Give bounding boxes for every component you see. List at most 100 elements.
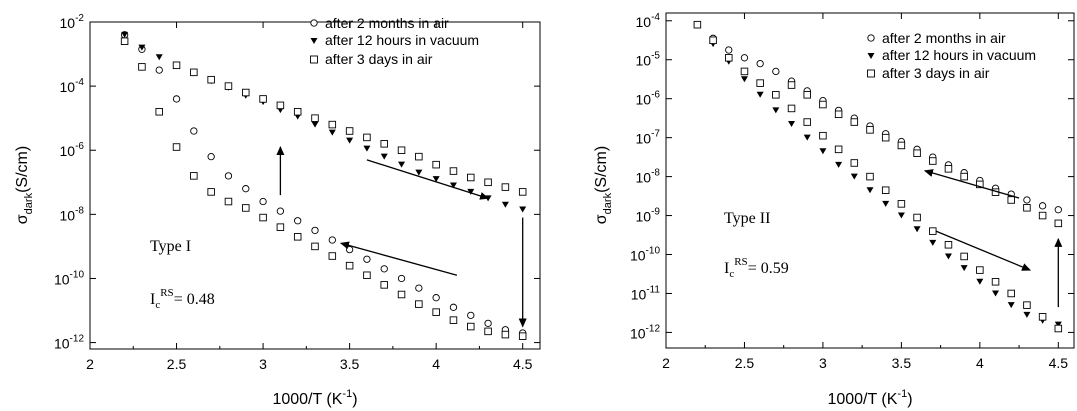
data-point-square (172, 143, 181, 151)
arrow (339, 241, 458, 276)
data-point-square (311, 242, 319, 251)
data-point-triangle (803, 134, 811, 141)
data-point-square (693, 20, 702, 29)
x-tick-label: 4 (976, 355, 984, 371)
data-point-square (803, 118, 811, 126)
data-point-square (518, 332, 527, 340)
legend-marker-circle (867, 34, 875, 42)
data-point-square (772, 91, 780, 99)
data-point-square (803, 91, 811, 99)
y-axis-ticks: 10-4 10-5 10-6 10-7 10-8 10-9 10-10 10-11 10-12 (630, 12, 1074, 341)
data-point-circle (276, 207, 285, 215)
data-point-square (363, 133, 371, 142)
data-point-square (276, 101, 285, 110)
series (787, 81, 1063, 228)
legend-marker-square (867, 69, 875, 78)
data-point-triangle (155, 54, 163, 61)
data-point-circle (155, 66, 163, 74)
x-tick-label: 2 (86, 356, 94, 372)
data-point-square (1054, 324, 1063, 333)
data-point-triangle (788, 121, 796, 128)
data-point-square (242, 204, 250, 212)
data-point-square (929, 227, 937, 235)
data-point-square (1038, 211, 1047, 220)
data-point-square (897, 200, 906, 208)
data-point-square (328, 252, 337, 260)
data-point-triangle (835, 161, 843, 168)
data-point-circle (740, 54, 749, 62)
legend-label: after 12 hours in vacuum (882, 47, 1036, 63)
data-point-circle (328, 236, 336, 244)
data-point-square (467, 173, 475, 182)
data-point-circle (772, 67, 780, 76)
y-tick-label: 10-8 (60, 205, 85, 223)
x-axis-title: 1000/T (K-1) (827, 388, 912, 408)
y-tick-label: 10-10 (54, 269, 84, 287)
x-tick-label: 4.5 (513, 356, 533, 372)
x-axis-ticks: 2 2.5 3 3.5 4 4.5 (662, 13, 1068, 371)
data-point-square (380, 281, 388, 289)
y-tick-label: 10-4 (636, 12, 661, 30)
annotation-type: Type I (150, 238, 191, 255)
legend-label: after 12 hours in vacuum (325, 32, 479, 48)
arrows-layer (276, 146, 527, 328)
data-point-circle (756, 59, 764, 68)
data-point-triangle (380, 153, 388, 160)
x-tick-label: 3.5 (340, 356, 360, 372)
y-tick-label: 10-2 (60, 13, 85, 31)
data-point-square (397, 290, 406, 299)
data-point-square (819, 131, 827, 140)
data-point-square (207, 75, 215, 84)
data-point-square (725, 54, 733, 62)
data-point-square (960, 172, 968, 181)
data-point-square (709, 36, 717, 45)
legend-marker-circle (310, 19, 318, 27)
data-point-square (328, 120, 337, 129)
data-point-square (866, 126, 874, 134)
data-point-triangle (311, 121, 319, 128)
y-tick-label: 10-12 (630, 323, 660, 341)
legend-label: after 2 months in air (882, 30, 1006, 46)
series (172, 61, 527, 196)
x-tick-label: 4 (432, 356, 440, 372)
data-point-square (881, 186, 890, 194)
data-point-triangle (976, 278, 984, 285)
data-point-triangle (1054, 321, 1062, 328)
data-point-square (224, 197, 233, 206)
data-point-triangle (1007, 302, 1015, 309)
series (693, 20, 1063, 333)
data-point-square (929, 157, 937, 165)
data-point-triangle (467, 188, 475, 195)
data-point-circle (172, 95, 181, 103)
x-tick-label: 3.5 (892, 355, 912, 371)
legend-marker-square (310, 55, 318, 64)
data-point-triangle (992, 290, 1000, 297)
legend: after 2 months in air after 12 hours in … (867, 30, 1036, 81)
data-point-triangle (519, 206, 527, 213)
data-point-square (259, 213, 267, 222)
data-point-triangle (756, 91, 764, 98)
data-point-circle (1054, 206, 1062, 214)
data-point-circle (484, 319, 492, 328)
data-point-circle (242, 185, 250, 193)
data-point-square (819, 100, 827, 109)
series-layer (120, 31, 527, 340)
data-point-square (1023, 301, 1031, 309)
data-point-triangle (740, 76, 748, 83)
data-point-square (944, 241, 953, 249)
data-point-circle (224, 172, 233, 180)
x-tick-label: 2 (662, 355, 670, 371)
annotation-type: Type II (724, 210, 770, 227)
x-tick-label: 2.5 (167, 356, 187, 372)
data-point-circle (207, 152, 215, 161)
data-point-triangle (850, 173, 858, 180)
data-point-square (866, 172, 874, 181)
arrow (923, 169, 1020, 199)
data-point-square (850, 118, 859, 126)
data-point-square (787, 104, 796, 113)
data-point-square (467, 322, 475, 331)
x-tick-label: 4.5 (1049, 355, 1069, 371)
data-point-triangle (882, 200, 890, 207)
data-point-triangle (944, 253, 952, 260)
